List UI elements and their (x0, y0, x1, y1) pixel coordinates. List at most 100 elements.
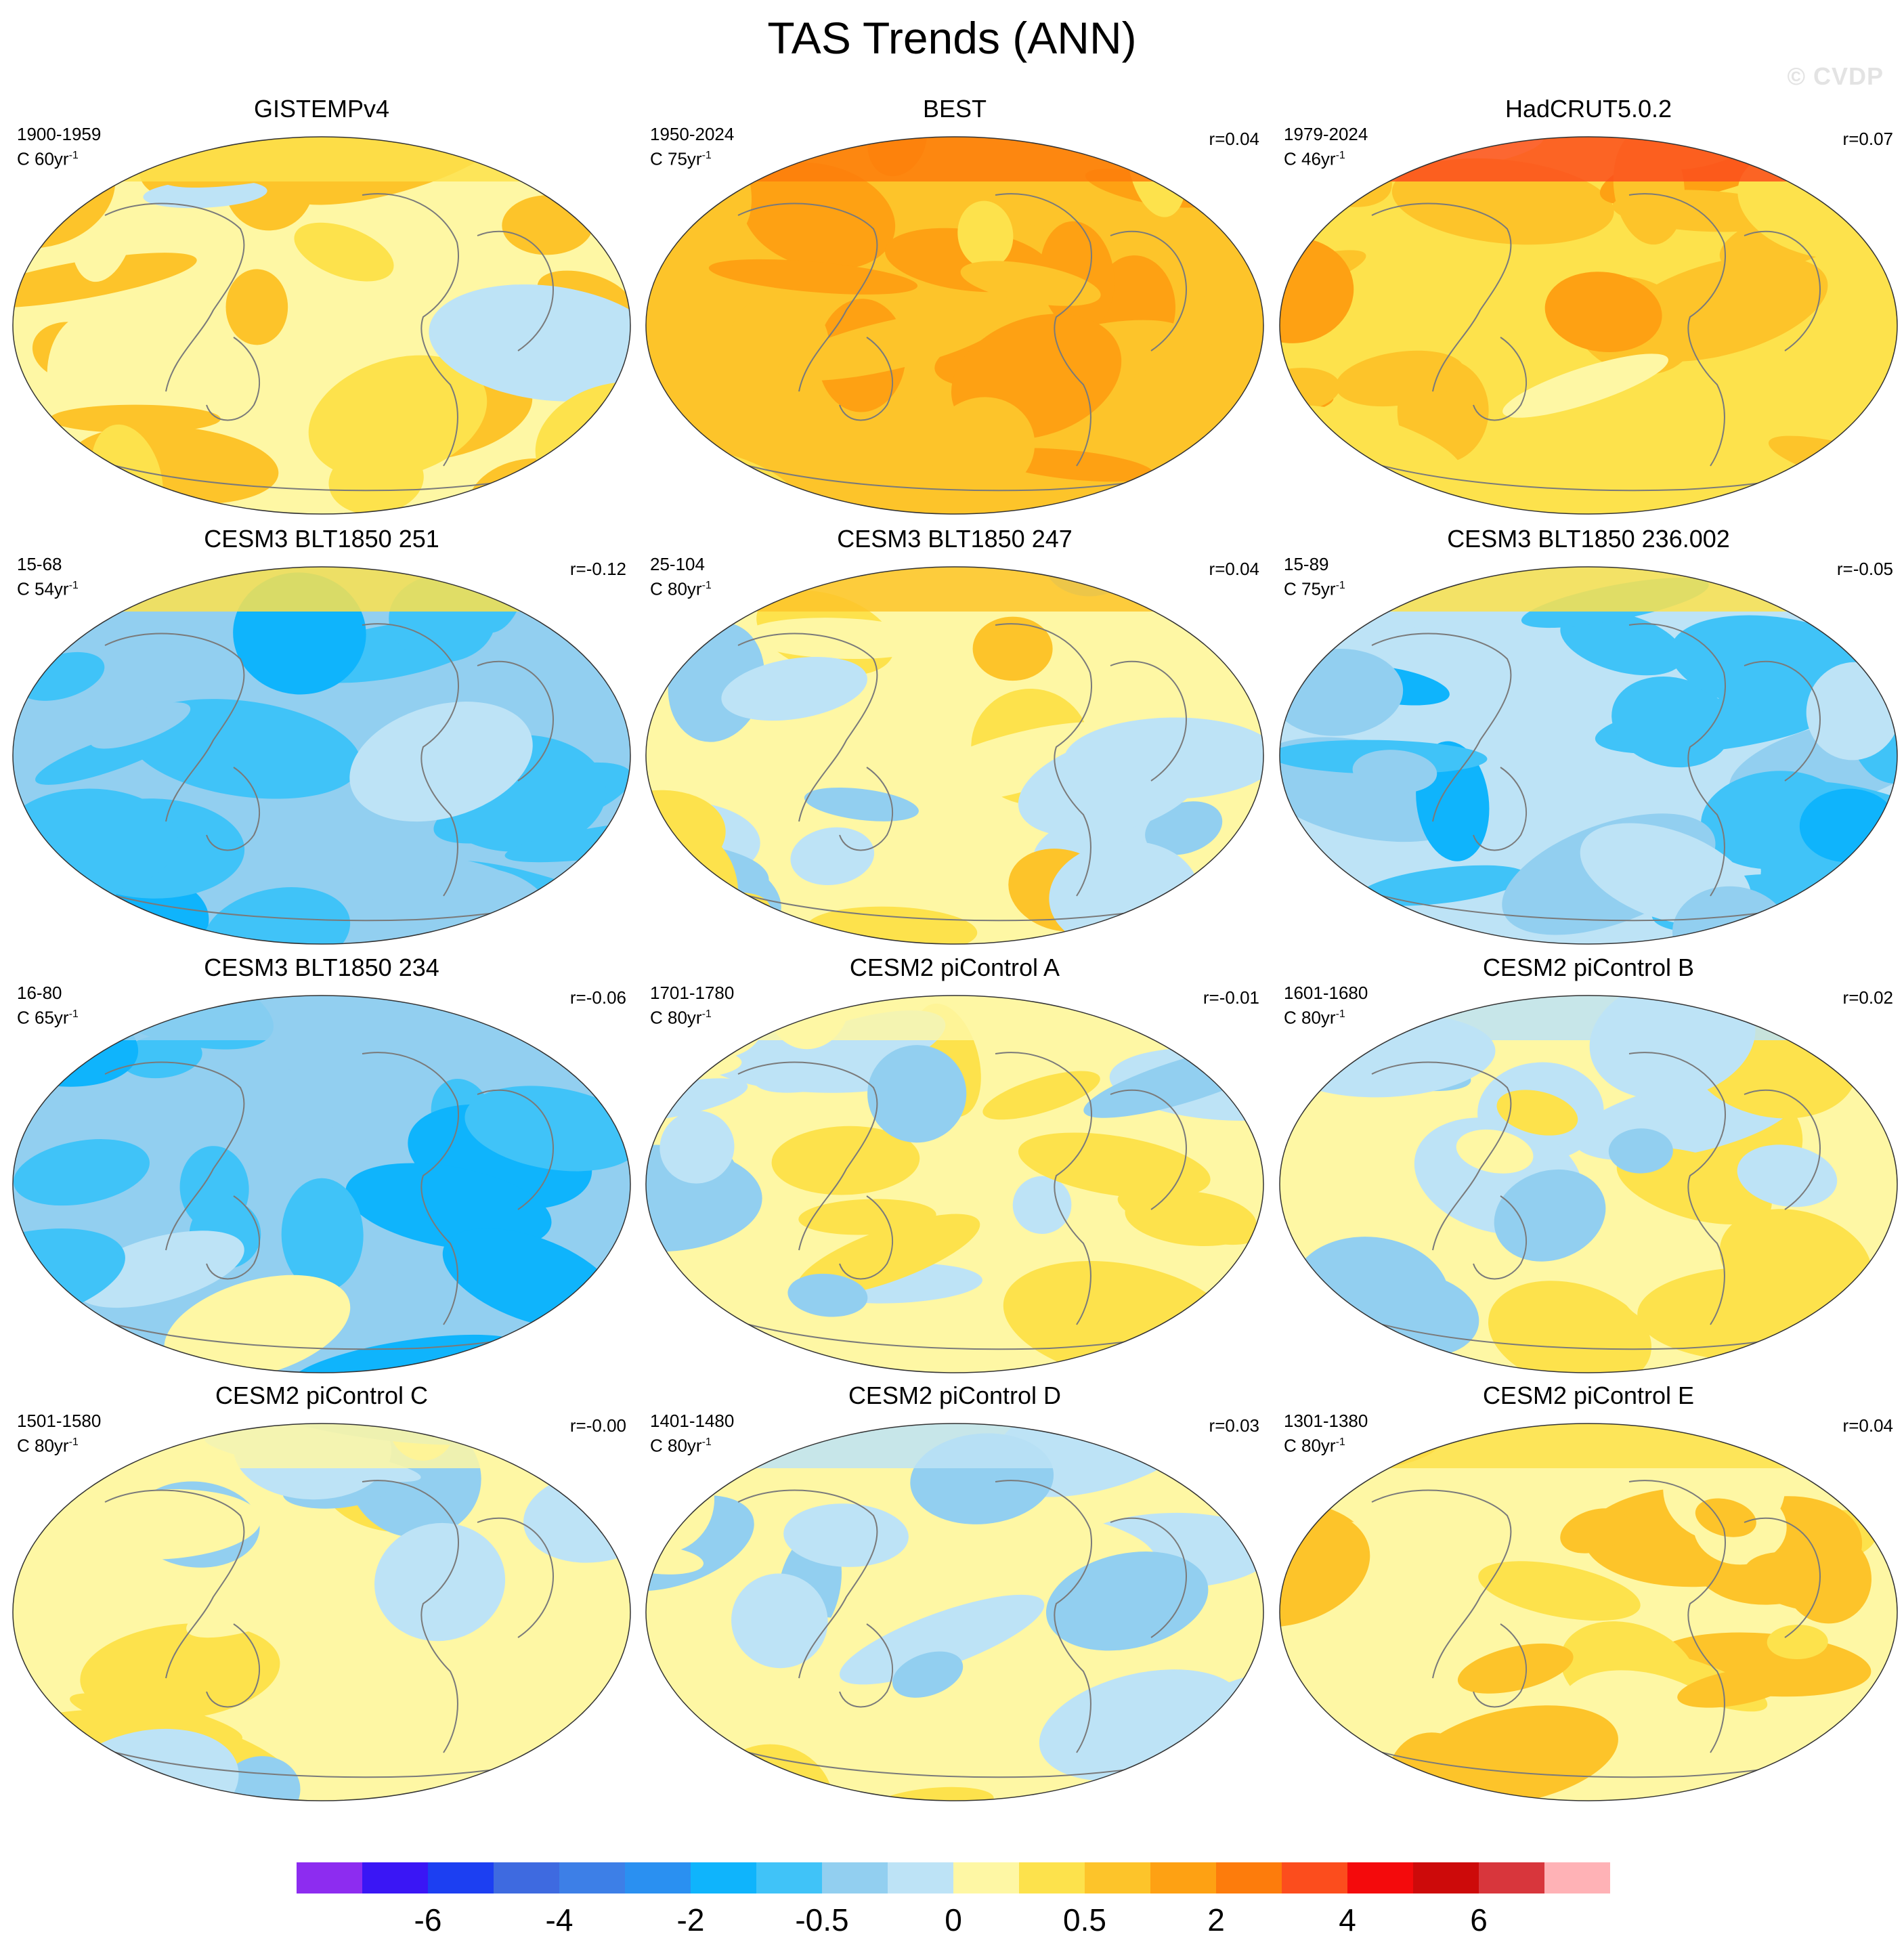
colorbar-swatch (888, 1862, 954, 1893)
panel-title: CESM2 piControl E (1482, 1382, 1695, 1409)
trend-region (798, 1199, 936, 1235)
trend-region (1488, 1281, 1652, 1373)
trend-region (1064, 717, 1263, 800)
units-exponent: -1 (68, 150, 79, 161)
colorbar-tick-label: 6 (1470, 1902, 1488, 1938)
coastline (1358, 1480, 1860, 1778)
map-panel: CESM3 BLT1850 247 25-104 C 80yr-1 r=0.04 (636, 525, 1273, 945)
trend-region (903, 722, 1128, 805)
trend-map (1279, 566, 1898, 945)
coastline (1358, 193, 1860, 492)
arctic-trend-band (1280, 996, 1897, 1040)
trend-region (777, 309, 1003, 381)
panel-period: 1301-1380 (1284, 1411, 1368, 1431)
map-panel: CESM3 BLT1850 234 16-80 C 65yr-1 r=-0.06 (3, 954, 640, 1373)
colorbar-swatch (691, 1862, 757, 1893)
map-panel: CESM2 piControl B 1601-1680 C 80yr-1 r=0.02 (1270, 954, 1904, 1373)
units-text: C 60yr (17, 148, 69, 169)
trend-region (203, 887, 351, 944)
map-panel: CESM2 piControl A 1701-1780 C 80yr-1 r=-0.0… (636, 954, 1273, 1373)
panel-period: 1501-1580 (17, 1411, 102, 1431)
coastline (724, 193, 1226, 492)
trend-region (220, 1756, 301, 1801)
units-exponent: -1 (701, 580, 712, 591)
coastline (91, 1480, 593, 1778)
trend-region (1544, 272, 1662, 353)
arctic-trend-band (646, 996, 1263, 1040)
coastline (1358, 1052, 1860, 1350)
map-panel: CESM2 piControl D 1401-1480 C 80yr-1 r=0.03 (636, 1382, 1273, 1801)
trend-map (645, 1423, 1264, 1801)
trend-region (1145, 801, 1223, 855)
map-panel: CESM3 BLT1850 251 15-68 C 54yr-1 r=-0.12 (3, 525, 640, 945)
trend-region (872, 1786, 994, 1801)
trend-region (1614, 255, 1828, 362)
arctic-trend-band (646, 1424, 1263, 1468)
units-exponent: -1 (701, 150, 712, 161)
trend-region (957, 200, 1014, 268)
colorbar-swatch (756, 1862, 823, 1893)
trend-region (972, 616, 1053, 681)
map-border (12, 995, 631, 1373)
map-border (645, 995, 1264, 1373)
trend-region (659, 1111, 735, 1184)
trend-region (1608, 1128, 1673, 1174)
pattern-correlation: r=-0.06 (569, 987, 626, 1008)
map-panel: HadCRUT5.0.2 1979-2024 C 46yr-1 r=0.07 (1270, 95, 1904, 515)
map-panel: GISTEMPv4 1900-1959 C 60yr-1 (3, 95, 640, 515)
units-exponent: -1 (1335, 150, 1345, 161)
trend-region (1359, 865, 1527, 906)
panel-period: 1900-1959 (17, 124, 102, 144)
pattern-correlation: r=0.04 (1209, 559, 1259, 579)
colorbar-swatch (1216, 1862, 1282, 1893)
map-border (645, 566, 1264, 945)
trend-region (308, 355, 488, 479)
pattern-correlation: r=0.07 (1842, 129, 1893, 149)
panel-units: C 80yr-1 (650, 576, 712, 599)
colorbar-tick-label: 0 (945, 1902, 962, 1938)
coastline (91, 1052, 593, 1350)
coastline (91, 193, 593, 492)
trend-region (186, 1583, 314, 1638)
trend-region (875, 1325, 965, 1373)
colorbar-swatch (428, 1862, 494, 1893)
trend-region (13, 567, 146, 601)
panel-title: CESM2 piControl B (1482, 954, 1695, 981)
trend-region (960, 261, 1101, 306)
trend-region (1335, 350, 1465, 407)
panel-units: C 80yr-1 (650, 1433, 712, 1455)
panel-period: 25-104 (650, 554, 705, 574)
arctic-trend-band (1280, 1424, 1897, 1468)
panel-period: 1950-2024 (650, 124, 735, 144)
coastline (724, 623, 1226, 922)
trend-region (930, 397, 1035, 496)
colorbar-swatch (1282, 1862, 1348, 1893)
map-panel: CESM2 piControl C 1501-1580 C 80yr-1 r=-0.0… (3, 1382, 640, 1801)
colorbar-swatch (1150, 1862, 1217, 1893)
trend-region (982, 1071, 1100, 1120)
trend-region (559, 902, 630, 944)
trend-region (708, 259, 918, 295)
panel-period: 15-89 (1284, 554, 1329, 574)
arctic-trend-band (13, 137, 630, 181)
trend-region (1280, 237, 1354, 343)
trend-region (349, 702, 533, 822)
trend-region (348, 855, 526, 916)
panel-period: 1601-1680 (1284, 983, 1368, 1003)
coastline (724, 1480, 1226, 1778)
trend-region (548, 882, 609, 944)
trend-region (345, 1163, 552, 1250)
panel-units: C 75yr-1 (1284, 576, 1345, 599)
trend-region (790, 827, 875, 886)
map-border (1279, 136, 1898, 515)
panel-title: HadCRUT5.0.2 (1505, 95, 1672, 123)
units-text: C 80yr (1284, 1435, 1336, 1456)
map-panel: BEST 1950-2024 C 75yr-1 r=0.04 (636, 95, 1273, 515)
panel-title: CESM3 BLT1850 234 (204, 954, 439, 981)
pattern-correlation: r=-0.12 (569, 559, 626, 579)
colorbar-tick-label: 0.5 (1063, 1902, 1106, 1938)
trend-region (796, 1214, 980, 1297)
trend-region (225, 269, 288, 345)
units-text: C 80yr (650, 1007, 702, 1028)
colorbar-tick-label: 4 (1339, 1902, 1356, 1938)
